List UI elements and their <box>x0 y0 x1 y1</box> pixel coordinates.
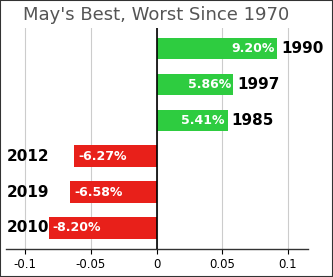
Text: 2010: 2010 <box>7 220 49 235</box>
Bar <box>49 217 157 239</box>
Text: 5.41%: 5.41% <box>181 114 225 127</box>
Bar <box>157 110 227 131</box>
Text: 2019: 2019 <box>7 184 49 200</box>
Bar <box>74 145 157 167</box>
Title: May's Best, Worst Since 1970: May's Best, Worst Since 1970 <box>23 6 290 24</box>
Text: 5.86%: 5.86% <box>187 78 231 91</box>
Text: 1997: 1997 <box>237 77 280 92</box>
Text: 2012: 2012 <box>7 149 50 164</box>
Bar <box>157 74 233 95</box>
Bar <box>157 38 277 60</box>
Text: 1985: 1985 <box>231 113 274 128</box>
Text: -6.27%: -6.27% <box>78 150 127 163</box>
Text: 1990: 1990 <box>281 41 324 56</box>
Text: -6.58%: -6.58% <box>74 186 123 199</box>
Text: -8.20%: -8.20% <box>53 221 101 234</box>
Bar <box>70 181 157 203</box>
Text: 9.20%: 9.20% <box>231 42 275 55</box>
